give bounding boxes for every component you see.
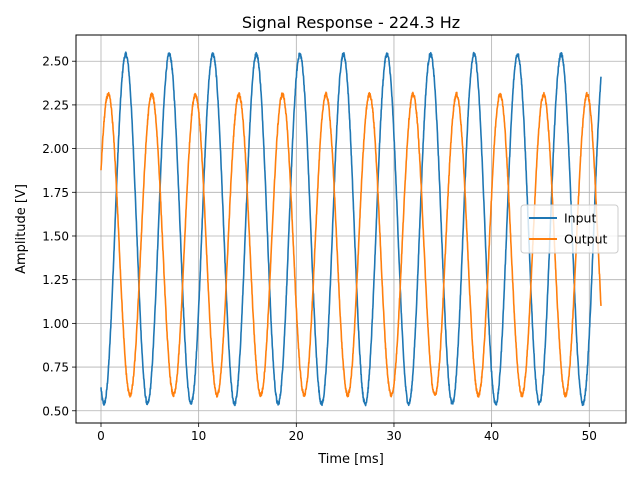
- y-ticks: 0.50 0.75 1.00 1.25 1.50 1.75 2.00 2.25 2.50: [42, 55, 76, 418]
- x-tick-label: 10: [191, 429, 206, 443]
- y-axis-label: Amplitude [V]: [14, 184, 29, 274]
- x-tick-label: 40: [484, 429, 499, 443]
- x-tick-label: 50: [582, 429, 597, 443]
- y-tick-label: 0.75: [42, 361, 69, 375]
- x-tick-label: 20: [289, 429, 304, 443]
- legend-label-input: Input: [564, 211, 596, 226]
- legend: Input Output: [520, 204, 619, 254]
- x-tick-label: 0: [97, 429, 105, 443]
- series-line-input: [100, 51, 602, 407]
- legend-label-output: Output: [564, 232, 608, 247]
- y-tick-label: 0.50: [42, 404, 69, 418]
- y-tick-label: 1.50: [42, 229, 69, 243]
- y-tick-label: 2.25: [42, 98, 69, 112]
- y-tick-label: 2.50: [42, 55, 69, 69]
- y-tick-label: 2.00: [42, 142, 69, 156]
- series-layer: [100, 51, 602, 407]
- y-tick-label: 1.75: [42, 186, 69, 200]
- series-line-output: [100, 91, 602, 398]
- y-tick-label: 1.25: [42, 273, 69, 287]
- x-axis-label: Time [ms]: [317, 452, 384, 467]
- x-tick-label: 30: [386, 429, 401, 443]
- chart-title: Signal Response - 224.3 Hz: [242, 13, 460, 32]
- axes-frame: [75, 34, 627, 424]
- y-tick-label: 1.00: [42, 317, 69, 331]
- x-ticks: 0 10 20 30 40 50: [97, 423, 597, 443]
